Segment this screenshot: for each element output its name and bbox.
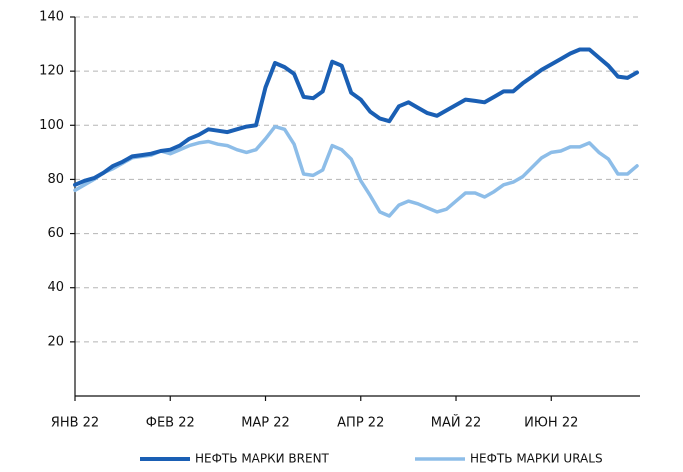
x-tick-label: ИЮН 22 (524, 416, 578, 431)
legend-label: НЕФТЬ МАРКИ URALS (470, 452, 603, 466)
y-tick-label: 60 (47, 226, 64, 241)
y-tick-label: 120 (39, 64, 64, 79)
series-line (73, 124, 639, 218)
y-tick-label: 100 (39, 118, 64, 133)
y-tick-label: 20 (47, 334, 64, 349)
y-tick-label: 40 (47, 280, 64, 295)
legend-label: НЕФТЬ МАРКИ BRENT (195, 452, 330, 466)
x-tick-label: ЯНВ 22 (51, 416, 99, 431)
x-tick-label: ФЕВ 22 (146, 416, 195, 431)
x-tick-label: МАР 22 (241, 416, 290, 431)
x-tick-label: МАЙ 22 (431, 415, 482, 431)
y-tick-label: 140 (39, 10, 64, 25)
y-tick-label: 80 (47, 172, 64, 187)
x-tick-label: АПР 22 (337, 416, 384, 431)
series-line (73, 47, 639, 187)
